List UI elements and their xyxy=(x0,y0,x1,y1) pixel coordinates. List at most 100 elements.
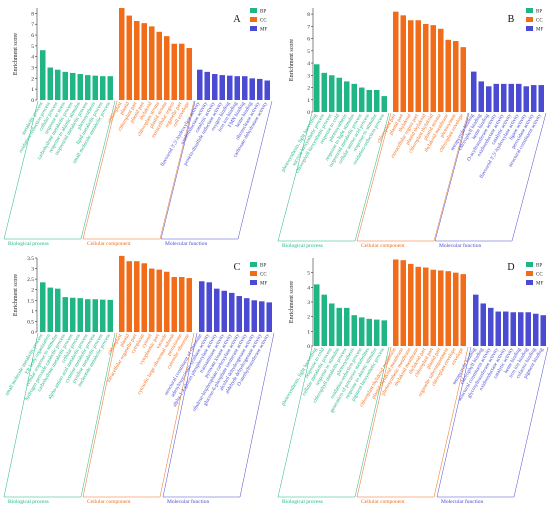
bar xyxy=(186,48,192,100)
bar xyxy=(214,288,220,332)
bar xyxy=(242,76,248,100)
bar xyxy=(107,299,113,332)
bar xyxy=(523,86,529,112)
legend-label-mf: MF xyxy=(536,282,543,287)
bar xyxy=(400,260,406,346)
group-bracket xyxy=(162,332,275,498)
bar xyxy=(445,271,451,346)
group-label: Biological process xyxy=(8,241,49,247)
y-tick-label: 5 xyxy=(31,44,34,50)
bar xyxy=(518,312,524,346)
bar xyxy=(445,39,451,112)
bar xyxy=(264,80,270,100)
bar xyxy=(533,313,539,346)
y-tick-label: 1 xyxy=(31,309,34,315)
bar xyxy=(206,282,212,332)
bar xyxy=(40,50,46,100)
y-tick-label: 5 xyxy=(307,271,310,277)
bar xyxy=(314,64,320,112)
bar xyxy=(77,298,83,332)
bar xyxy=(501,83,507,112)
group-label: Cellular component xyxy=(87,241,131,247)
bar xyxy=(62,297,68,332)
bar xyxy=(234,76,240,100)
y-tick-label: 1 xyxy=(307,329,310,335)
bar xyxy=(415,20,421,113)
y-tick-label: 4 xyxy=(307,285,310,291)
bar xyxy=(540,315,546,346)
y-tick-label: 2 xyxy=(31,76,34,82)
bar xyxy=(460,47,466,113)
y-tick-label: 6 xyxy=(307,37,310,43)
bar xyxy=(473,294,479,346)
legend-swatch-cc xyxy=(250,271,257,276)
y-tick-label: 4 xyxy=(31,55,34,61)
bar xyxy=(493,83,499,112)
legend-label-bp: BP xyxy=(536,10,542,15)
bar xyxy=(471,71,477,112)
legend-swatch-cc xyxy=(250,17,257,22)
bar xyxy=(92,75,98,100)
bar xyxy=(171,277,177,332)
bar xyxy=(236,296,242,332)
bar xyxy=(525,312,531,346)
legend-swatch-bp xyxy=(526,262,533,267)
y-tick-label: 3.5 xyxy=(27,256,34,262)
bar xyxy=(119,8,125,100)
group-bracket xyxy=(160,100,273,240)
bar xyxy=(503,311,509,346)
bar xyxy=(212,74,218,100)
bar xyxy=(47,287,53,332)
y-tick-label: 3 xyxy=(31,267,34,273)
group-label: Molecular function xyxy=(441,498,484,505)
bar xyxy=(321,72,327,112)
bar xyxy=(381,96,387,112)
legend-swatch-bp xyxy=(250,262,257,267)
bar xyxy=(70,72,76,100)
y-tick-label: 0 xyxy=(31,98,34,104)
bar xyxy=(321,294,327,346)
panel-label: C xyxy=(234,262,241,273)
legend-label-cc: CC xyxy=(260,19,267,24)
y-tick-label: 3 xyxy=(31,66,34,72)
y-tick-label: 4 xyxy=(307,61,310,67)
bar xyxy=(141,23,147,101)
bar xyxy=(508,83,514,112)
group-label: Biological process xyxy=(8,499,49,505)
bar xyxy=(516,83,522,112)
y-tick-label: 5 xyxy=(307,49,310,55)
y-tick-label: 3 xyxy=(307,300,310,306)
group-bracket xyxy=(82,100,195,240)
y-tick-label: 1 xyxy=(307,98,310,104)
bar xyxy=(179,43,185,100)
bar xyxy=(47,67,53,100)
bar xyxy=(393,259,399,346)
group-bracket xyxy=(436,346,549,498)
legend-label-cc: CC xyxy=(536,19,543,24)
bar xyxy=(393,11,399,113)
bar xyxy=(70,297,76,332)
bar xyxy=(100,76,106,100)
bar xyxy=(156,269,162,332)
panel-label: A xyxy=(233,14,241,25)
legend-swatch-mf xyxy=(526,280,533,285)
bar xyxy=(478,81,484,112)
bar xyxy=(149,268,155,332)
bar xyxy=(336,307,342,346)
bar xyxy=(77,74,83,100)
bar xyxy=(119,255,125,332)
bar xyxy=(381,320,387,346)
group-label: Molecular function xyxy=(439,242,482,249)
bar xyxy=(453,41,459,112)
bar xyxy=(423,23,429,112)
y-tick-label: 0 xyxy=(31,330,34,336)
bar xyxy=(55,69,61,100)
y-tick-label: 6 xyxy=(31,33,34,39)
group-label: Biological process xyxy=(282,243,323,249)
bar xyxy=(221,290,227,332)
bar xyxy=(219,75,225,100)
group-label: Molecular function xyxy=(167,498,210,505)
bar xyxy=(85,75,91,100)
bar xyxy=(126,261,132,332)
